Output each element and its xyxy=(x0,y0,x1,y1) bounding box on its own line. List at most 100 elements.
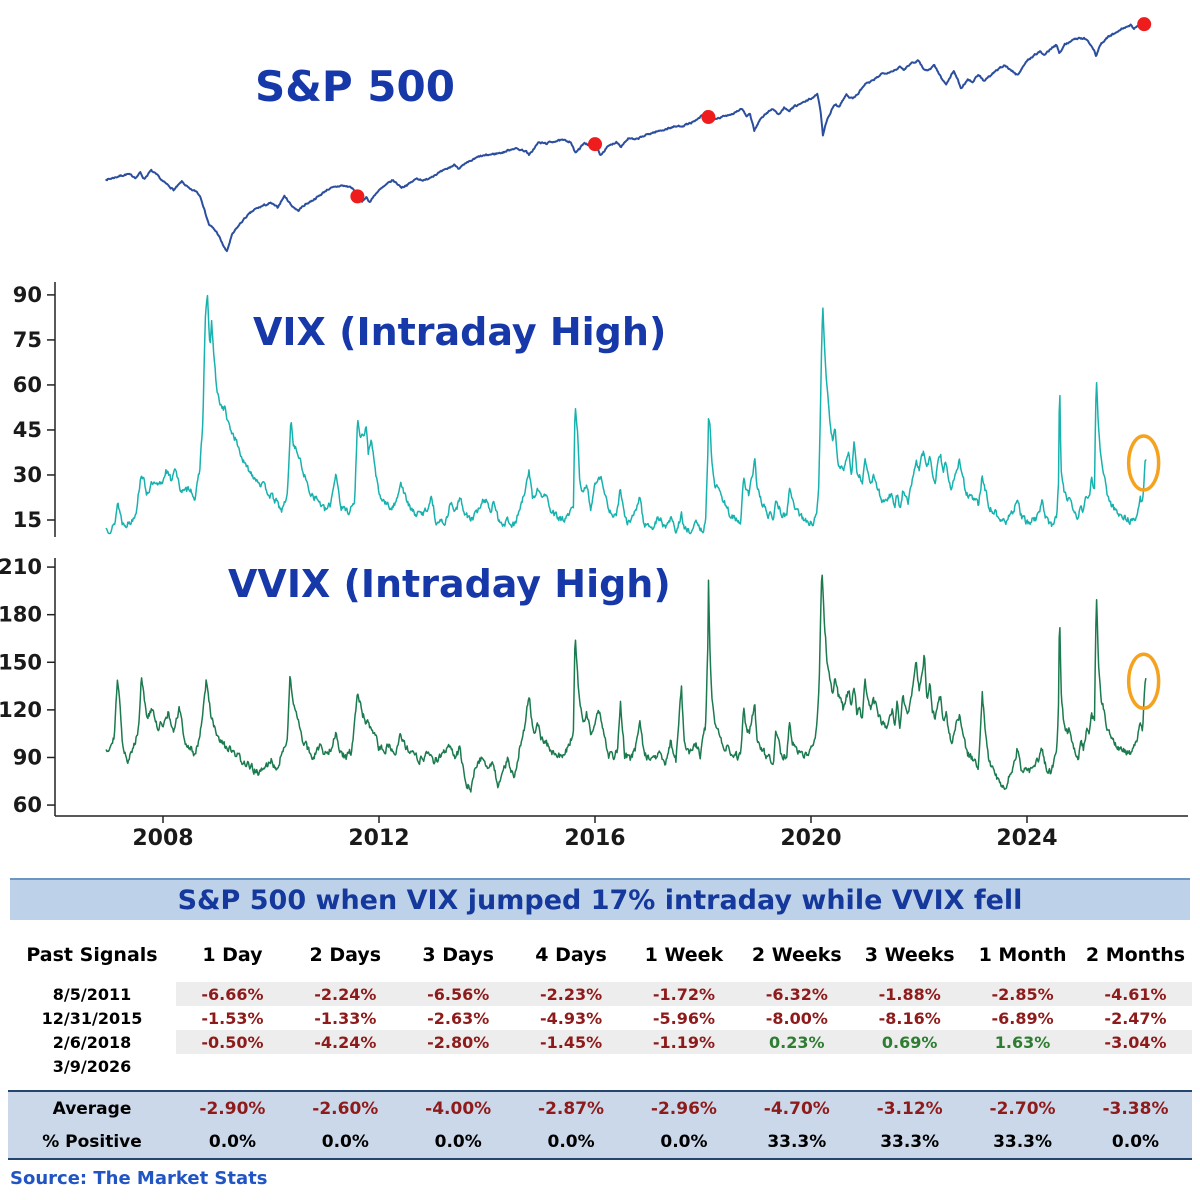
x-tick-label: 2012 xyxy=(348,826,409,851)
avg-value: -2.70% xyxy=(966,1090,1079,1125)
signal-value xyxy=(289,1054,402,1078)
signals-table-head: Past Signals 1 Day 2 Days 3 Days 4 Days 1 Wee… xyxy=(8,930,1192,982)
avg-value: -3.12% xyxy=(853,1090,967,1125)
signal-value: -2.63% xyxy=(427,1008,490,1028)
signals-table: Past Signals 1 Day 2 Days 3 Days 4 Days 1 Wee… xyxy=(8,930,1192,1160)
signal-value: -2.80% xyxy=(401,1030,515,1054)
highlight-circle xyxy=(1126,652,1161,711)
sp-line xyxy=(105,23,1147,253)
signal-row: 3/9/2026 xyxy=(8,1054,1192,1078)
y-tick-label: 30 xyxy=(13,463,42,487)
header-row: Past Signals 1 Day 2 Days 3 Days 4 Days 1 Wee… xyxy=(8,930,1192,982)
signal-value: -2.24% xyxy=(288,982,402,1006)
signal-row: 8/5/2011 -6.66% -2.24% -6.56% -2.23% -1.72% -6… xyxy=(8,982,1192,1006)
vix-chart-title: VIX (Intraday High) xyxy=(253,310,667,354)
spx-chart-title: S&P 500 xyxy=(255,62,455,111)
y-tick-label: 150 xyxy=(0,650,42,674)
avg-value: -2.90% xyxy=(176,1090,289,1125)
signal-date: 12/31/2015 xyxy=(41,1008,143,1028)
signal-value xyxy=(628,1054,741,1078)
avg-value: -4.70% xyxy=(740,1090,854,1125)
signal-value: -6.56% xyxy=(401,982,515,1006)
x-tick-label: 2020 xyxy=(780,826,841,851)
signal-value: -4.24% xyxy=(288,1030,402,1054)
avg-value: -3.38% xyxy=(1079,1090,1192,1125)
y-tick-label: 90 xyxy=(13,745,42,769)
y-tick-label: 120 xyxy=(0,698,42,722)
signal-value: -8.00% xyxy=(765,1008,828,1028)
signal-value xyxy=(1079,1054,1192,1078)
signal-value xyxy=(402,1054,515,1078)
y-tick-label: 180 xyxy=(0,603,42,627)
y-tick-label: 15 xyxy=(13,508,42,532)
column-header: 2 Weeks xyxy=(751,944,842,966)
avg-value: -4.00% xyxy=(401,1090,515,1125)
signal-dot xyxy=(588,137,602,152)
signal-value xyxy=(966,1054,1079,1078)
signal-dot xyxy=(701,110,716,125)
pct-value: 0.0% xyxy=(401,1125,515,1160)
signal-value: -4.93% xyxy=(539,1008,603,1028)
signal-dot xyxy=(350,189,365,204)
signal-dot xyxy=(1137,17,1152,32)
signal-value: -5.96% xyxy=(652,1008,716,1028)
pct-value: 33.3% xyxy=(740,1125,854,1160)
signal-date: 3/9/2026 xyxy=(52,1056,132,1076)
avg-row: Average -2.90% -2.60% -4.00% -2.87% -2.96% -4.… xyxy=(8,1090,1192,1125)
column-header: Past Signals xyxy=(26,944,158,966)
avg-value: -2.60% xyxy=(288,1090,402,1125)
y-tick-label: 45 xyxy=(13,418,42,442)
avg-value: -2.96% xyxy=(627,1090,741,1125)
pct-row: % Positive 0.0% 0.0% 0.0% 0.0% 0.0% 33.3% 33.3%… xyxy=(8,1125,1192,1160)
signal-value xyxy=(740,1054,853,1078)
signal-value xyxy=(853,1054,966,1078)
signal-date: 2/6/2018 xyxy=(52,1032,132,1052)
signal-value xyxy=(515,1054,628,1078)
spacer-row xyxy=(8,1078,1192,1091)
column-header: 2 Days xyxy=(309,944,382,966)
signal-value: 0.69% xyxy=(853,1030,967,1054)
signal-value: -1.72% xyxy=(627,982,741,1006)
column-header: 4 Days xyxy=(535,944,607,966)
column-header: 3 Weeks xyxy=(864,944,955,966)
pct-value: 0.0% xyxy=(627,1125,741,1160)
avg-label: Average xyxy=(8,1090,176,1125)
signals-table-body: 8/5/2011 -6.66% -2.24% -6.56% -2.23% -1.72% -6… xyxy=(8,982,1192,1160)
y-tick-label: 60 xyxy=(13,373,42,397)
signal-value: -6.89% xyxy=(991,1008,1054,1028)
signal-value: -1.53% xyxy=(201,1008,264,1028)
signal-value: -6.32% xyxy=(740,982,854,1006)
pct-value: 33.3% xyxy=(853,1125,967,1160)
x-tick-label: 2008 xyxy=(132,826,193,851)
signal-value: -1.88% xyxy=(853,982,967,1006)
signal-value: -1.33% xyxy=(314,1008,377,1028)
source-text: Source: The Market Stats xyxy=(10,1168,268,1189)
pct-label: % Positive xyxy=(8,1125,176,1160)
column-header: 1 Month xyxy=(978,944,1067,966)
signal-value: 0.23% xyxy=(740,1030,854,1054)
pct-value: 0.0% xyxy=(176,1125,289,1160)
signal-value: -1.19% xyxy=(627,1030,741,1054)
signal-value: -3.04% xyxy=(1079,1030,1192,1054)
vvix-chart-title: VVIX (Intraday High) xyxy=(228,562,671,606)
signal-value: -6.66% xyxy=(176,982,289,1006)
x-tick-label: 2016 xyxy=(564,826,625,851)
signal-value: -2.23% xyxy=(514,982,628,1006)
column-header: 1 Week xyxy=(644,944,724,966)
y-tick-label: 90 xyxy=(13,283,42,307)
price-volatility-charts: 15 30 45 60 75 90 60 90 120 150 180 210 2008 2012 2016… xyxy=(0,17,1188,851)
signal-date: 8/5/2011 xyxy=(52,984,132,1004)
signal-value: -2.47% xyxy=(1104,1008,1167,1028)
pct-value: 33.3% xyxy=(966,1125,1079,1160)
column-header: 3 Days xyxy=(422,944,494,966)
highlight-circle xyxy=(1126,434,1161,492)
y-tick-label: 210 xyxy=(0,555,42,579)
pct-value: 0.0% xyxy=(514,1125,628,1160)
signal-value: -2.85% xyxy=(966,982,1079,1006)
table-title-bar: S&P 500 when VIX jumped 17% intraday whi… xyxy=(10,878,1190,920)
signal-value: -0.50% xyxy=(176,1030,289,1054)
signal-row: 2/6/2018 -0.50% -4.24% -2.80% -1.45% -1.19% 0.… xyxy=(8,1030,1192,1054)
pct-value: 0.0% xyxy=(288,1125,402,1160)
column-header: 1 Day xyxy=(202,944,263,966)
